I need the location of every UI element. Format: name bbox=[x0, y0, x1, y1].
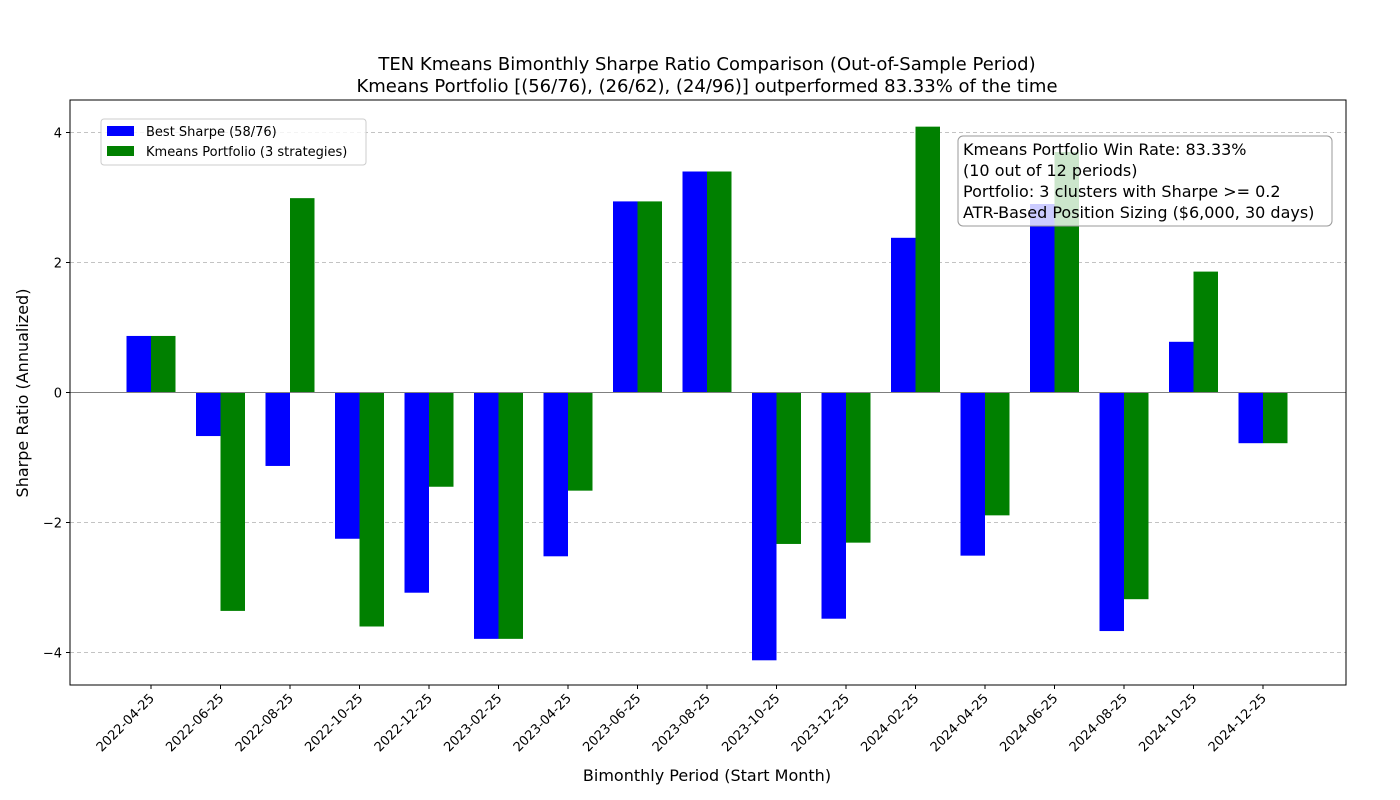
x-tick-label: 2024-12-25 bbox=[1206, 691, 1270, 755]
x-tick-label: 2023-12-25 bbox=[789, 691, 853, 755]
bar-kmeans-portfolio bbox=[429, 392, 454, 487]
info-line-sizing: ATR-Based Position Sizing ($6,000, 30 da… bbox=[963, 203, 1314, 222]
x-tick-label: 2022-04-25 bbox=[94, 691, 158, 755]
bar-kmeans-portfolio bbox=[290, 198, 315, 393]
x-axis-label: Bimonthly Period (Start Month) bbox=[583, 766, 831, 785]
bar-kmeans-portfolio bbox=[498, 392, 523, 639]
y-tick-label: 2 bbox=[54, 257, 62, 272]
bar-best-sharpe bbox=[891, 237, 916, 393]
x-tick-label: 2023-10-25 bbox=[719, 691, 783, 755]
y-tick-label: −2 bbox=[43, 517, 62, 532]
bar-best-sharpe bbox=[126, 335, 151, 393]
y-tick-label: 0 bbox=[54, 387, 62, 402]
info-box: Kmeans Portfolio Win Rate: 83.33% (10 ou… bbox=[957, 135, 1333, 227]
x-tick-label: 2023-06-25 bbox=[580, 691, 644, 755]
x-tick-label: 2023-08-25 bbox=[650, 691, 714, 755]
y-axis-ticks: −4 −2 0 2 4 bbox=[43, 127, 70, 662]
bar-kmeans-portfolio bbox=[637, 201, 662, 393]
legend-frame bbox=[100, 118, 367, 166]
bar-best-sharpe bbox=[960, 392, 985, 556]
bar-kmeans-portfolio bbox=[1263, 392, 1288, 444]
bar-best-sharpe bbox=[335, 392, 360, 539]
bar-best-sharpe bbox=[821, 392, 846, 619]
x-tick-label: 2023-04-25 bbox=[511, 691, 575, 755]
bar-kmeans-portfolio bbox=[1124, 392, 1149, 600]
legend-label-best-sharpe: Best Sharpe (58/76) bbox=[146, 125, 277, 140]
bar-best-sharpe bbox=[404, 392, 429, 593]
bar-best-sharpe bbox=[1030, 204, 1055, 393]
bar-best-sharpe bbox=[1169, 341, 1194, 393]
bar-best-sharpe bbox=[543, 392, 568, 557]
info-line-win-rate: Kmeans Portfolio Win Rate: 83.33% bbox=[963, 140, 1247, 159]
bar-kmeans-portfolio bbox=[151, 335, 176, 393]
x-tick-label: 2024-04-25 bbox=[928, 691, 992, 755]
x-tick-label: 2024-10-25 bbox=[1136, 691, 1200, 755]
bar-best-sharpe bbox=[265, 392, 290, 466]
x-tick-label: 2024-08-25 bbox=[1067, 691, 1131, 755]
bar-kmeans-portfolio bbox=[568, 392, 593, 491]
bar-kmeans-portfolio bbox=[707, 171, 732, 393]
x-tick-label: 2022-08-25 bbox=[233, 691, 297, 755]
bar-kmeans-portfolio bbox=[985, 392, 1010, 516]
x-tick-label: 2023-02-25 bbox=[441, 691, 505, 755]
y-tick-label: 4 bbox=[54, 127, 62, 142]
legend-swatch-kmeans bbox=[107, 146, 134, 156]
x-tick-label: 2022-12-25 bbox=[372, 691, 436, 755]
x-tick-label: 2024-02-25 bbox=[858, 691, 922, 755]
legend-swatch-best-sharpe bbox=[107, 126, 134, 136]
y-axis-label: Sharpe Ratio (Annualized) bbox=[13, 289, 32, 498]
bar-kmeans-portfolio bbox=[915, 126, 940, 393]
bar-kmeans-portfolio bbox=[359, 392, 384, 627]
bar-best-sharpe bbox=[682, 171, 707, 393]
bar-best-sharpe bbox=[613, 201, 638, 393]
bar-kmeans-portfolio bbox=[220, 392, 245, 611]
bar-kmeans-portfolio bbox=[1193, 271, 1218, 393]
bar-best-sharpe bbox=[1238, 392, 1263, 444]
y-tick-label: −4 bbox=[43, 647, 62, 662]
legend: Best Sharpe (58/76) Kmeans Portfolio (3 … bbox=[100, 118, 367, 166]
x-tick-label: 2022-06-25 bbox=[163, 691, 227, 755]
x-tick-label: 2022-10-25 bbox=[302, 691, 366, 755]
chart-title: TEN Kmeans Bimonthly Sharpe Ratio Compar… bbox=[377, 54, 1035, 75]
bar-best-sharpe bbox=[752, 392, 777, 661]
bar-best-sharpe bbox=[196, 392, 221, 437]
x-axis-ticks: 2022-04-25 2022-06-25 2022-08-25 2022-10-25… bbox=[94, 685, 1270, 755]
chart-subtitle: Kmeans Portfolio [(56/76), (26/62), (24/… bbox=[356, 76, 1057, 97]
x-tick-label: 2024-06-25 bbox=[997, 691, 1061, 755]
bar-best-sharpe bbox=[474, 392, 499, 639]
bars bbox=[126, 126, 1288, 661]
bar-kmeans-portfolio bbox=[776, 392, 801, 544]
info-box-frame bbox=[957, 135, 1333, 227]
info-line-portfolio: Portfolio: 3 clusters with Sharpe >= 0.2 bbox=[963, 182, 1281, 201]
bar-best-sharpe bbox=[1099, 392, 1124, 632]
legend-label-kmeans: Kmeans Portfolio (3 strategies) bbox=[146, 145, 347, 160]
info-line-periods: (10 out of 12 periods) bbox=[963, 161, 1137, 180]
bar-kmeans-portfolio bbox=[846, 392, 871, 543]
